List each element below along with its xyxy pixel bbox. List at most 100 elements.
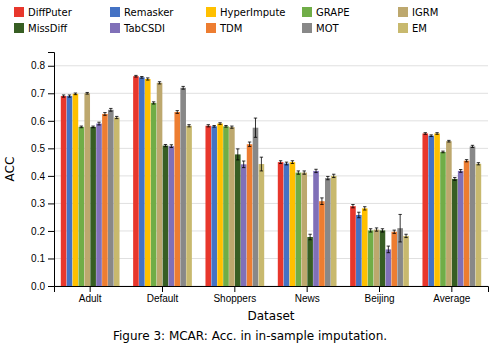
tick-mark	[48, 203, 54, 204]
error-bar	[248, 142, 251, 146]
x-axis: AdultDefaultShoppersNewsBeijingAverage	[55, 286, 489, 304]
tick-mark	[48, 258, 54, 259]
bar	[259, 164, 265, 286]
error-bar	[387, 246, 390, 253]
error-bar	[291, 161, 294, 164]
error-bar	[91, 126, 94, 128]
tick: News	[295, 286, 320, 304]
legend-label: EM	[412, 23, 427, 34]
bar	[151, 103, 157, 286]
legend-item: IGRM	[398, 7, 438, 18]
bar	[205, 126, 211, 286]
series	[96, 122, 463, 286]
error-bar	[254, 118, 257, 137]
legend-swatch	[206, 23, 216, 33]
bar	[313, 171, 319, 286]
bar	[253, 128, 259, 286]
tick-mark	[48, 66, 54, 67]
series	[90, 126, 457, 286]
grid-line	[54, 93, 488, 94]
tick-mark	[234, 286, 235, 292]
y-axis-title: ACC	[3, 157, 17, 182]
legend-item: EM	[398, 23, 427, 34]
error-bar	[424, 133, 427, 135]
error-bar	[152, 102, 155, 104]
error-bar	[146, 78, 149, 80]
bar	[428, 136, 434, 286]
tick-label: 0.7	[31, 88, 45, 99]
bar	[79, 127, 85, 286]
legend-swatch	[110, 23, 120, 33]
error-bar	[285, 162, 288, 165]
tick-mark	[379, 286, 380, 292]
caption: Figure 3: MCAR: Acc. in in-sample imputa…	[113, 329, 387, 343]
legend-swatch	[302, 7, 312, 17]
bar	[470, 146, 476, 286]
bar	[73, 94, 79, 286]
tick-label: 0.5	[31, 143, 45, 154]
bar	[434, 133, 440, 286]
error-bar	[441, 151, 444, 153]
tick-mark	[90, 286, 91, 292]
bar	[174, 112, 180, 286]
bar	[356, 215, 362, 286]
error-bar	[109, 108, 112, 111]
bar	[452, 179, 458, 286]
tick: 0.1	[31, 253, 54, 264]
legend-swatch	[110, 7, 120, 17]
error-bar	[170, 145, 173, 148]
bar	[247, 144, 253, 286]
bar	[386, 249, 392, 286]
bar	[319, 201, 325, 286]
error-bar	[459, 170, 462, 173]
bar	[368, 230, 374, 286]
tick-label: Adult	[79, 293, 102, 304]
error-bar	[453, 178, 456, 181]
error-bar	[181, 86, 184, 89]
tick: Average	[433, 286, 471, 304]
tick-label: 0.0	[31, 281, 45, 292]
tick-label: 0.1	[31, 253, 45, 264]
series	[84, 82, 451, 286]
bar	[301, 173, 307, 286]
tick-label: 0.4	[31, 171, 45, 182]
bar	[380, 230, 386, 286]
error-bar	[320, 198, 323, 205]
error-bar	[314, 169, 317, 172]
bar	[169, 146, 175, 286]
tick-label: 0.8	[31, 60, 45, 71]
tick-label: 0.3	[31, 198, 45, 209]
error-bar	[435, 133, 438, 135]
error-bar	[404, 234, 407, 237]
error-bar	[187, 125, 190, 127]
tick-mark	[48, 148, 54, 149]
error-bar	[398, 214, 401, 242]
tick: 0.3	[31, 198, 54, 209]
legend-label: Remasker	[124, 7, 174, 18]
grid-line	[54, 65, 488, 66]
bar	[391, 232, 397, 286]
error-bar	[212, 126, 215, 128]
tick: 0.7	[31, 88, 54, 99]
error-bar	[260, 157, 263, 171]
series	[61, 75, 428, 286]
tick-mark	[48, 93, 54, 94]
series	[67, 77, 434, 286]
bar	[440, 152, 446, 286]
tick-label: Shoppers	[213, 293, 256, 304]
legend-swatch	[302, 23, 312, 33]
legend-label: TabCSDI	[123, 23, 165, 34]
bar	[290, 162, 296, 286]
bar	[108, 110, 114, 286]
bar	[211, 126, 217, 286]
legend-label: GRAPE	[316, 7, 349, 18]
error-bar	[393, 230, 396, 233]
legend-label: HyperImpute	[220, 7, 286, 18]
legend-label: IGRM	[412, 7, 438, 18]
legend-item: Remasker	[110, 7, 174, 18]
legend-label: DiffPuter	[28, 7, 73, 18]
error-bar	[176, 111, 179, 114]
error-bar	[62, 95, 65, 97]
tick: 0.5	[31, 143, 54, 154]
bar	[458, 171, 464, 286]
